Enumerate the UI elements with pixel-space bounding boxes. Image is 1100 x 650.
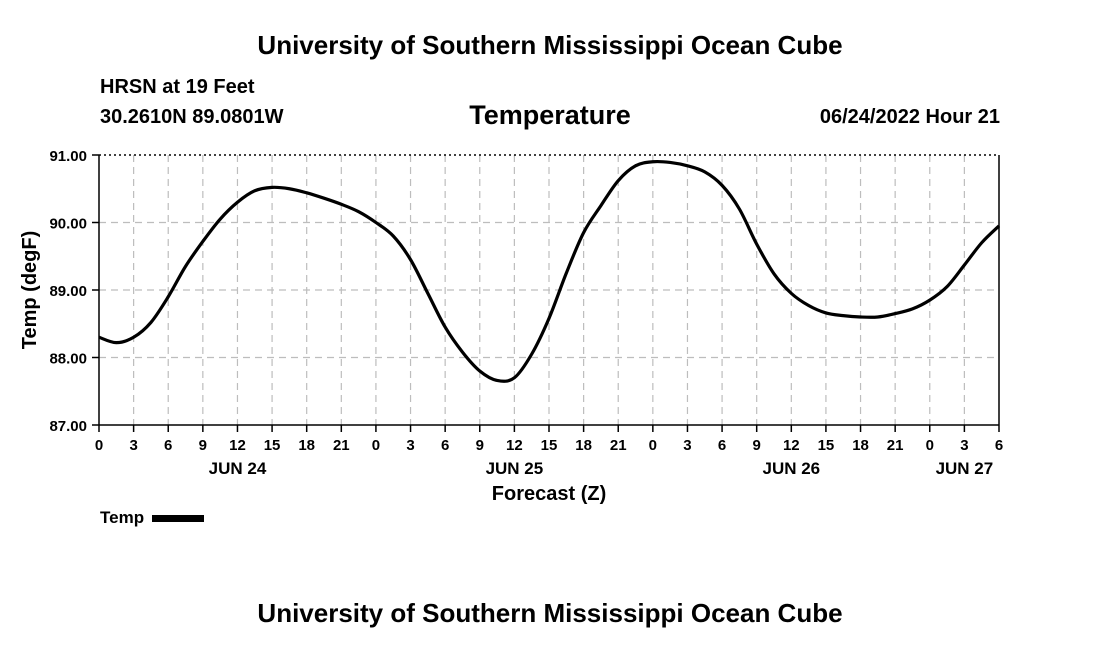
x-day-label: JUN 24 [209,459,267,478]
temp-series-line [98,159,1001,383]
y-tick-label: 90.00 [49,216,87,233]
x-day-label: JUN 27 [936,459,994,478]
x-tick-label: 12 [229,437,246,454]
x-tick-label: 6 [441,437,449,454]
x-tick-label: 18 [575,437,592,454]
x-tick-label: 0 [926,437,934,454]
x-tick-label: 15 [541,437,558,454]
footer-title: University of Southern Mississippi Ocean… [257,598,843,628]
legend-line-swatch [152,515,205,523]
page-title: University of Southern Mississippi Ocean… [257,30,843,60]
station-name: HRSN at 19 Feet [100,76,255,98]
x-tick-label: 3 [129,437,137,454]
forecast-datetime: 06/24/2022 Hour 21 [819,106,1000,128]
x-tick-label: 6 [995,437,1003,454]
x-tick-label: 0 [95,437,103,454]
y-axis-title: Temp (degF) [19,231,41,350]
legend: Temp [100,508,205,528]
x-day-label: JUN 26 [762,459,820,478]
x-axis-title: Forecast (Z) [492,483,606,505]
y-tick-label: 91.00 [49,148,87,165]
x-tick-label: 9 [753,437,761,454]
x-tick-label: 0 [372,437,380,454]
x-tick-label: 15 [818,437,835,454]
legend-label: Temp [100,508,145,527]
x-tick-label: 9 [476,437,484,454]
x-tick-label: 9 [199,437,207,454]
x-tick-label: 3 [960,437,968,454]
x-tick-label: 6 [718,437,726,454]
station-coordinates: 30.2610N 89.0801W [100,106,284,128]
x-tick-label: 15 [264,437,281,454]
chart-title: Temperature [469,100,631,130]
x-tick-label: 12 [506,437,523,454]
x-tick-label: 18 [298,437,315,454]
y-tick-label: 89.00 [49,283,87,300]
x-tick-label: 12 [783,437,800,454]
x-tick-label: 6 [164,437,172,454]
x-tick-label: 3 [406,437,414,454]
x-tick-label: 18 [852,437,869,454]
x-tick-label: 3 [683,437,691,454]
x-tick-label: 0 [649,437,657,454]
y-tick-label: 87.00 [49,418,87,435]
x-tick-label: 21 [333,437,350,454]
x-day-label: JUN 25 [486,459,544,478]
x-tick-label: 21 [610,437,627,454]
x-tick-label: 21 [887,437,904,454]
y-tick-label: 88.00 [49,351,87,368]
